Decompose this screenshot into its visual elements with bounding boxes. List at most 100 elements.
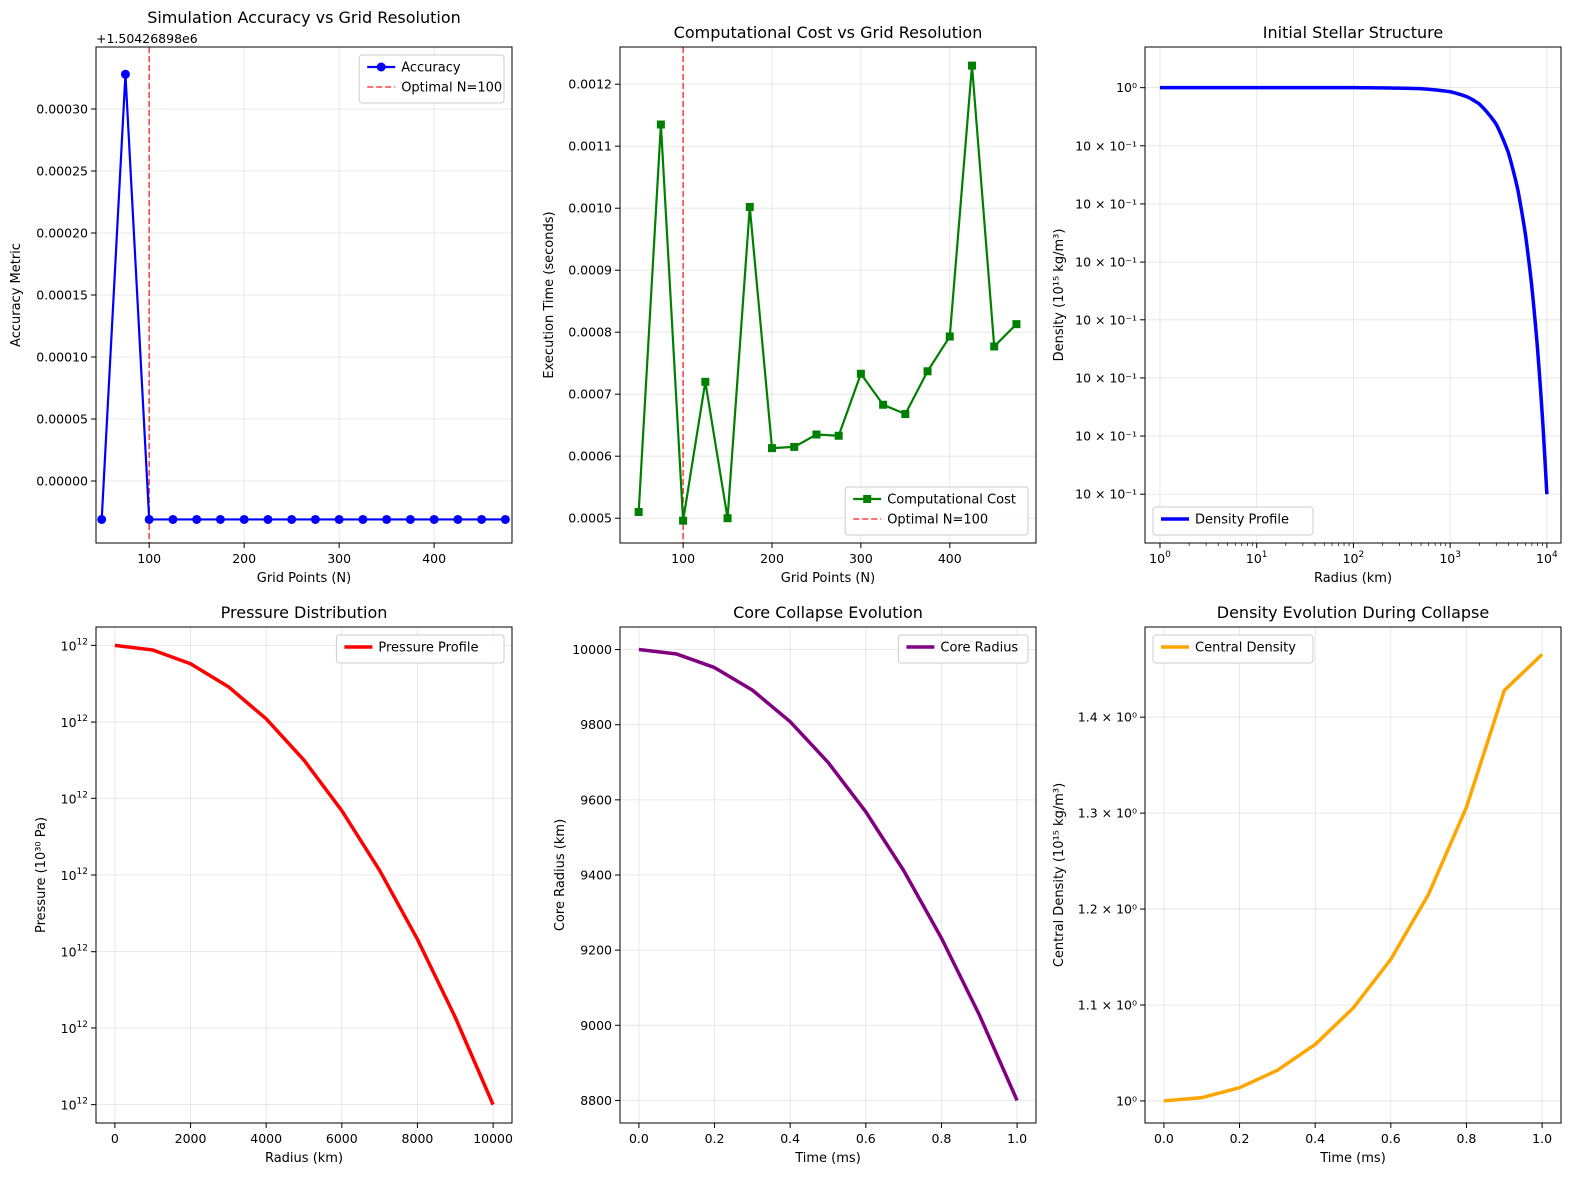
data-point: [382, 514, 392, 524]
x-tick-exponent: 4: [1552, 550, 1558, 560]
data-point: [834, 431, 843, 440]
y-tick-label: 8800: [580, 1093, 612, 1108]
x-axis-label: Grid Points (N): [781, 571, 875, 586]
data-point: [968, 61, 976, 70]
y-tick-label: 1012: [61, 790, 88, 806]
data-point: [168, 514, 178, 524]
y-tick-label: 9600: [580, 792, 612, 807]
y-tick-label: 9800: [580, 717, 612, 732]
axis-offset-text: +1.50426898e6: [96, 31, 198, 46]
plot-frame: [619, 626, 1037, 1124]
x-tick-label: 400: [938, 551, 962, 566]
y-tick-label: 0.00025: [36, 164, 88, 179]
x-tick-label: 0.6: [856, 1131, 876, 1146]
y-axis-label: Pressure (10³⁰ Pa): [34, 817, 49, 933]
y-tick-base: 10: [61, 868, 77, 883]
x-tick-exponent: 3: [1455, 550, 1461, 560]
y-axis-label: Core Radius (km): [553, 819, 568, 931]
y-tick-exponent: 12: [77, 867, 88, 877]
x-tick-label: 102: [1343, 550, 1365, 566]
x-tick-label: 6000: [326, 1131, 358, 1146]
x-tick-label: 8000: [402, 1131, 434, 1146]
chart-central: 0.0 0.2 0.4 0.6 0.8 1.0 10⁰ 1.1 × 10⁰ 1.2 × 10⁰ 1…: [1052, 603, 1562, 1166]
y-tick-label: 1012: [61, 1020, 88, 1036]
data-point: [679, 516, 688, 525]
x-tick-base: 10: [1149, 551, 1165, 566]
x-tick-label: 0.0: [1154, 1131, 1174, 1146]
x-tick-label: 0.0: [629, 1131, 649, 1146]
legend-label: Pressure Profile: [378, 641, 478, 656]
data-point: [405, 514, 415, 524]
chart-collapse: 0.0 0.2 0.4 0.6 0.8 1.0 8800 9000 9200 9400 9600 98…: [553, 603, 1037, 1166]
x-tick-label: 0.6: [1381, 1131, 1401, 1146]
data-point: [768, 444, 776, 453]
data-point: [144, 514, 154, 524]
x-tick-label: 2000: [175, 1131, 207, 1146]
y-tick-label: 0.0010: [568, 201, 612, 216]
y-tick-label: 0.0005: [568, 511, 612, 526]
y-tick-exponent: 12: [77, 1097, 88, 1107]
legend-label: Optimal N=100: [887, 513, 988, 528]
data-point: [879, 400, 888, 409]
data-point: [923, 367, 932, 376]
y-tick-label: 10⁰: [1116, 80, 1137, 95]
y-tick-base: 10: [61, 1021, 77, 1036]
y-tick-exponent: 12: [77, 944, 88, 954]
data-point: [856, 369, 865, 378]
x-tick-label: 200: [232, 551, 256, 566]
y-tick-label: 10 × 10⁻¹: [1075, 138, 1137, 153]
y-tick-label: 10 × 10⁻¹: [1075, 487, 1137, 502]
data-point: [358, 514, 368, 524]
legend-box: [358, 54, 505, 104]
y-tick-label: 0.00005: [36, 412, 88, 427]
plot-frame: [619, 46, 1037, 544]
legend-label: Accuracy: [401, 61, 461, 76]
x-tick-base: 10: [1536, 551, 1552, 566]
chart-accuracy: 100 200 300 400 0.00000 0.00005 0.00010 0.00015…: [9, 8, 513, 586]
y-tick-label: 10 × 10⁻¹: [1075, 429, 1137, 444]
x-axis-label: Grid Points (N): [257, 571, 351, 586]
y-tick-label: 9400: [580, 868, 612, 883]
data-point: [1012, 320, 1021, 329]
y-tick-label: 0.0012: [568, 77, 612, 92]
plot-area: [1145, 627, 1561, 1123]
x-tick-exponent: 1: [1262, 550, 1268, 560]
series-line-0: [638, 647, 1019, 1102]
data-point: [701, 377, 710, 386]
y-tick-exponent: 12: [77, 637, 88, 647]
legend: Pressure Profile: [335, 634, 505, 664]
y-tick-label: 0.0011: [568, 139, 612, 154]
data-point: [812, 430, 821, 439]
data-point: [310, 514, 320, 524]
plot-area: [1145, 47, 1561, 543]
legend-box: [1152, 634, 1314, 664]
data-point: [120, 69, 130, 79]
legend-label: Optimal N=100: [401, 81, 502, 96]
chart-title: Pressure Distribution: [221, 603, 388, 622]
x-tick-label: 300: [327, 551, 351, 566]
y-axis-label: Density (10¹⁵ kg/m³): [1052, 229, 1067, 362]
y-tick-base: 10: [61, 715, 77, 730]
chart-cost: 100 200 300 400 0.0005 0.0006 0.0007 0.0008 0.00…: [542, 23, 1037, 586]
y-tick-label: 10000: [572, 642, 612, 657]
chart-title: Simulation Accuracy vs Grid Resolution: [147, 8, 461, 27]
data-point: [287, 514, 297, 524]
plot-area: [96, 47, 512, 543]
legend: Computational Cost Optimal N=100: [844, 486, 1029, 536]
y-tick-label: 0.0006: [568, 449, 612, 464]
plot-area: [96, 627, 512, 1123]
series-line-0: [1159, 85, 1549, 495]
data-point: [990, 342, 999, 351]
x-tick-label: 101: [1246, 550, 1268, 566]
chart-pressure: 0 2000 4000 6000 8000 10000101210121012101210…: [34, 603, 513, 1166]
x-tick-label: 1.0: [1532, 1131, 1552, 1146]
x-tick-label: 0.4: [1305, 1131, 1325, 1146]
y-tick-label: 10 × 10⁻¹: [1075, 196, 1137, 211]
legend-label: Density Profile: [1195, 513, 1289, 528]
y-tick-label: 0.00000: [36, 474, 88, 489]
data-point: [500, 514, 510, 524]
series-line-0: [114, 643, 495, 1106]
x-tick-label: 400: [422, 551, 446, 566]
